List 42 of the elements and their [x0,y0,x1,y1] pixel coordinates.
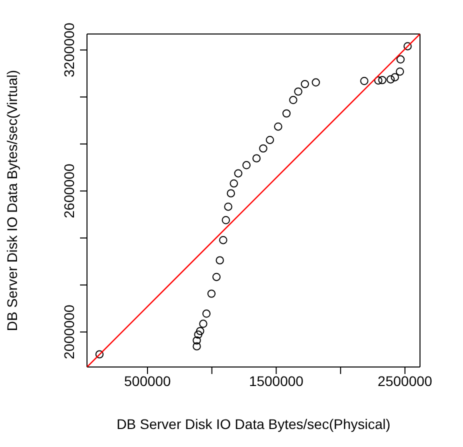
point [216,256,224,264]
point [196,326,204,336]
point [192,336,201,345]
point [212,272,221,282]
point [294,87,302,96]
x-tick-label: 500000 [124,372,172,389]
point [219,236,228,244]
point [230,179,238,188]
point [207,290,216,298]
point [95,350,104,358]
point [224,202,232,211]
point [234,169,242,178]
x-axis-title: DB Server Disk IO Data Bytes/sec(Physical) [116,416,390,432]
point [396,68,404,76]
y-tick-label: 3200000 [61,22,77,78]
point [300,80,310,88]
point [289,96,298,104]
point [259,144,268,153]
point [312,78,320,87]
point [404,42,412,50]
y-axis-title: DB Server Disk IO Data Bytes/sec(Virtual) [4,70,20,332]
point [242,161,251,170]
point [202,310,211,318]
point [194,330,202,339]
x-tick-label: 2500000 [378,372,432,389]
y-tick-label: 2600000 [61,164,77,218]
point [360,76,368,86]
point [374,76,382,85]
point [252,154,261,162]
point [282,109,291,118]
point [396,55,405,64]
x-tick-label: 1500000 [248,372,304,389]
point [199,320,208,328]
point [222,216,230,224]
y-tick-label: 2000000 [61,304,77,360]
point [386,75,395,84]
point [378,76,386,84]
point [192,342,201,350]
point [274,122,282,131]
point [266,136,274,144]
point [226,189,236,198]
point [390,73,399,82]
